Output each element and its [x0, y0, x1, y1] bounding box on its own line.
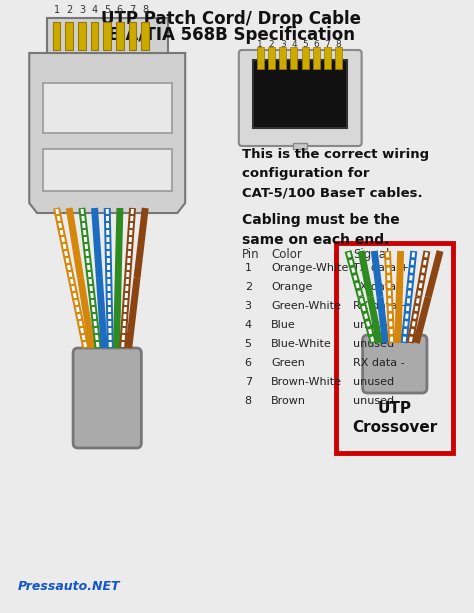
Text: Brown: Brown: [271, 396, 306, 406]
Text: 3: 3: [280, 40, 285, 49]
Bar: [301, 47, 309, 69]
Bar: [128, 22, 137, 50]
Text: Blue: Blue: [271, 320, 296, 330]
Text: unused: unused: [353, 339, 394, 349]
Text: unused: unused: [353, 320, 394, 330]
Text: 3: 3: [79, 5, 85, 15]
FancyBboxPatch shape: [363, 335, 427, 393]
Bar: [65, 22, 73, 50]
Text: 7: 7: [129, 5, 136, 15]
Text: Pressauto.NET: Pressauto.NET: [18, 580, 120, 593]
Text: 6: 6: [245, 358, 252, 368]
Text: 5: 5: [302, 40, 308, 49]
Text: 8: 8: [245, 396, 252, 406]
Text: unused: unused: [353, 396, 394, 406]
Bar: [254, 60, 347, 128]
Text: 7: 7: [325, 40, 330, 49]
Bar: [53, 22, 60, 50]
Bar: [91, 22, 99, 50]
Text: 2: 2: [245, 282, 252, 292]
Text: 4: 4: [245, 320, 252, 330]
Bar: [324, 47, 331, 69]
Polygon shape: [29, 53, 185, 213]
Text: Green-White: Green-White: [271, 301, 341, 311]
Text: 5: 5: [104, 5, 110, 15]
Text: TX data +: TX data +: [353, 263, 409, 273]
Text: Blue-White: Blue-White: [271, 339, 332, 349]
Text: 2: 2: [269, 40, 274, 49]
Text: EIA/TIA 568B Specification: EIA/TIA 568B Specification: [108, 26, 355, 44]
Bar: [313, 47, 320, 69]
Bar: [43, 83, 172, 133]
Bar: [257, 47, 264, 69]
Text: 7: 7: [245, 377, 252, 387]
Text: 1: 1: [257, 40, 263, 49]
Text: unused: unused: [353, 377, 394, 387]
Text: Cabling must be the
same on each end.: Cabling must be the same on each end.: [242, 213, 400, 246]
Text: RX data -: RX data -: [353, 358, 404, 368]
Text: 1: 1: [245, 263, 252, 273]
Text: Orange-White: Orange-White: [271, 263, 348, 273]
Polygon shape: [47, 18, 168, 53]
Bar: [293, 143, 307, 149]
FancyBboxPatch shape: [73, 348, 141, 448]
Bar: [336, 243, 453, 453]
FancyBboxPatch shape: [239, 50, 362, 146]
Text: RX data +: RX data +: [353, 301, 410, 311]
Bar: [43, 149, 172, 191]
Text: 3: 3: [245, 301, 252, 311]
Text: 8: 8: [142, 5, 148, 15]
Text: Green: Green: [271, 358, 305, 368]
Bar: [78, 22, 86, 50]
Text: UTP Patch Cord/ Drop Cable: UTP Patch Cord/ Drop Cable: [101, 10, 361, 28]
Text: UTP
Crossover: UTP Crossover: [352, 401, 438, 435]
Bar: [268, 47, 275, 69]
Bar: [335, 47, 342, 69]
Text: 4: 4: [91, 5, 98, 15]
Bar: [291, 47, 297, 69]
Bar: [103, 22, 111, 50]
Text: 8: 8: [336, 40, 342, 49]
Text: This is the correct wiring
configuration for
CAT-5/100 BaseT cables.: This is the correct wiring configuration…: [242, 148, 429, 199]
Text: TX data -: TX data -: [353, 282, 403, 292]
Text: 2: 2: [66, 5, 73, 15]
Text: 6: 6: [117, 5, 123, 15]
Text: Pin: Pin: [242, 248, 259, 261]
Bar: [279, 47, 286, 69]
Bar: [141, 22, 149, 50]
Text: 5: 5: [245, 339, 252, 349]
Bar: [116, 22, 124, 50]
Text: 4: 4: [291, 40, 297, 49]
Text: Color: Color: [271, 248, 302, 261]
Text: 6: 6: [313, 40, 319, 49]
Text: Orange: Orange: [271, 282, 312, 292]
Text: 1: 1: [54, 5, 60, 15]
Text: Signal: Signal: [353, 248, 389, 261]
Text: Brown-White: Brown-White: [271, 377, 342, 387]
